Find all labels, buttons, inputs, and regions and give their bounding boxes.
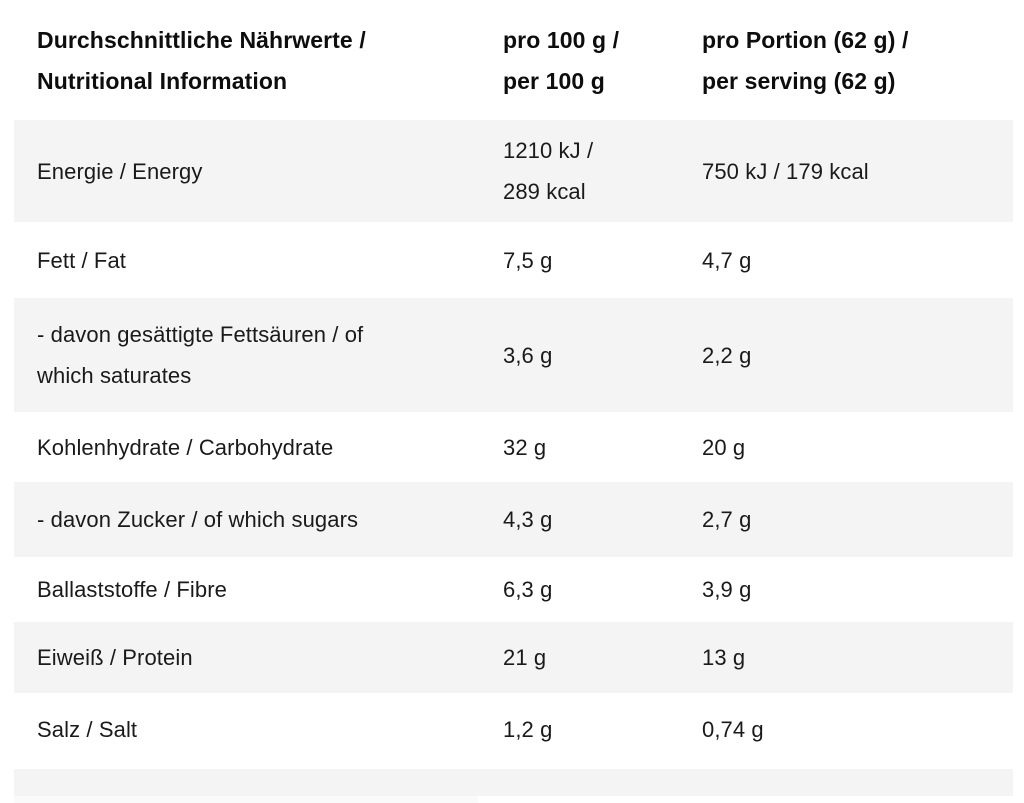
per-100g-cell: 21 g [503, 645, 547, 670]
per-serving-cell: 0,74 g [702, 716, 764, 742]
row-label-cell: - davon gesättigte Fettsäuren / of which… [37, 322, 364, 388]
per-serving-cell: 2,7 g [702, 507, 752, 532]
header-per-100g-column: pro 100 g / per 100 g [503, 27, 620, 94]
table-body: Energie / Energy 1210 kJ / 289 kcal 750 … [14, 120, 1013, 765]
per-100g-cell: 32 g [503, 434, 547, 460]
row-label-cell: Energie / Energy [37, 158, 203, 184]
table-row-sugars: - davon Zucker / of which sugars 4,3 g 2… [14, 482, 1013, 557]
table-row-energy: Energie / Energy 1210 kJ / 289 kcal 750 … [14, 120, 1013, 222]
header-nutrient-column: Durchschnittliche Nährwerte / Nutritiona… [37, 27, 366, 94]
table-row-fat: Fett / Fat 7,5 g 4,7 g [14, 222, 1013, 298]
table-row-salt: Salz / Salt 1,2 g 0,74 g [14, 693, 1013, 765]
row-label-cell: Fett / Fat [37, 247, 127, 273]
row-label-cell: Eiweiß / Protein [37, 645, 193, 670]
table-row-saturates: - davon gesättigte Fettsäuren / of which… [14, 298, 1013, 412]
row-label-cell: Ballaststoffe / Fibre [37, 577, 228, 602]
row-label-cell: Kohlenhydrate / Carbohydrate [37, 434, 334, 460]
empty-stripe-row [14, 769, 1013, 796]
per-100g-cell: 6,3 g [503, 577, 553, 602]
per-serving-cell: 2,2 g [702, 342, 752, 368]
row-label-cell: Salz / Salt [37, 716, 138, 742]
table-header-row: Durchschnittliche Nährwerte / Nutritiona… [14, 0, 1013, 120]
per-100g-cell: 7,5 g [503, 247, 553, 273]
per-serving-cell: 13 g [702, 645, 746, 670]
per-serving-cell: 4,7 g [702, 247, 752, 273]
per-serving-cell: 3,9 g [702, 577, 752, 602]
per-serving-cell: 20 g [702, 434, 746, 460]
per-100g-cell: 4,3 g [503, 507, 553, 532]
partially-visible-next-row [14, 796, 478, 803]
row-label-cell: - davon Zucker / of which sugars [37, 507, 359, 532]
per-100g-cell: 3,6 g [503, 342, 553, 368]
table-row-protein: Eiweiß / Protein 21 g 13 g [14, 622, 1013, 693]
per-100g-cell: 1210 kJ / 289 kcal [503, 138, 594, 204]
table-row-carbohydrate: Kohlenhydrate / Carbohydrate 32 g 20 g [14, 412, 1013, 482]
per-100g-cell: 1,2 g [503, 716, 553, 742]
table-row-fibre: Ballaststoffe / Fibre 6,3 g 3,9 g [14, 557, 1013, 622]
per-serving-cell: 750 kJ / 179 kcal [702, 158, 869, 184]
header-per-serving-column: pro Portion (62 g) / per serving (62 g) [702, 27, 909, 94]
